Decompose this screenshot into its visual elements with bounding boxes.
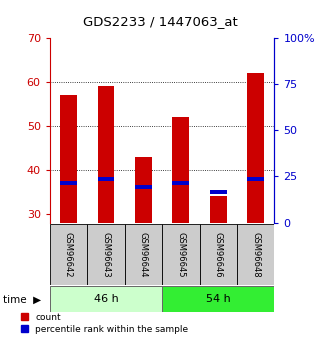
Bar: [162, 286, 274, 312]
Bar: [172, 117, 189, 223]
Bar: [172, 181, 189, 185]
Bar: [135, 157, 152, 223]
Bar: [98, 86, 114, 223]
Bar: [135, 185, 152, 189]
Text: time  ▶: time ▶: [3, 294, 41, 304]
Bar: [210, 190, 227, 194]
Bar: [50, 286, 162, 312]
Bar: [87, 224, 125, 285]
Text: GSM96642: GSM96642: [64, 232, 73, 277]
Text: 46 h: 46 h: [93, 294, 118, 304]
Text: GSM96645: GSM96645: [176, 232, 185, 277]
Bar: [60, 181, 77, 185]
Bar: [50, 224, 87, 285]
Text: GSM96646: GSM96646: [214, 231, 223, 277]
Text: GSM96648: GSM96648: [251, 231, 260, 277]
Bar: [247, 177, 264, 180]
Bar: [237, 224, 274, 285]
Bar: [60, 95, 77, 223]
Text: GDS2233 / 1447063_at: GDS2233 / 1447063_at: [83, 16, 238, 29]
Bar: [200, 224, 237, 285]
Legend: count, percentile rank within the sample: count, percentile rank within the sample: [21, 313, 188, 334]
Bar: [125, 224, 162, 285]
Bar: [98, 177, 114, 180]
Bar: [247, 73, 264, 223]
Text: 54 h: 54 h: [206, 294, 231, 304]
Text: GSM96644: GSM96644: [139, 232, 148, 277]
Text: GSM96643: GSM96643: [101, 231, 110, 277]
Bar: [162, 224, 200, 285]
Bar: [210, 196, 227, 223]
